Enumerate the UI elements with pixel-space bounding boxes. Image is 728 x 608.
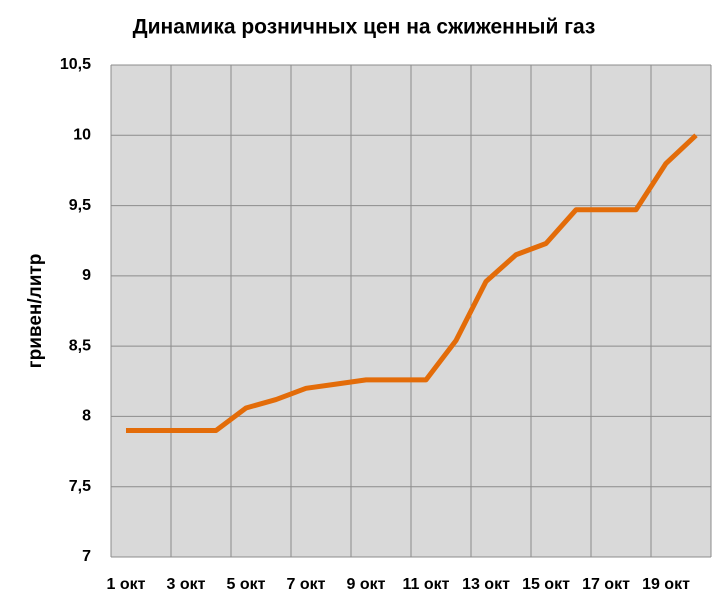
y-tick-label: 7,5 xyxy=(69,478,91,495)
y-tick-label: 8,5 xyxy=(69,337,91,354)
data-line xyxy=(126,133,698,433)
y-tick-label: 9,5 xyxy=(69,197,91,214)
x-tick-label: 13 окт xyxy=(462,576,510,593)
y-tick-label: 10,5 xyxy=(60,56,91,73)
x-tick-label: 9 окт xyxy=(347,576,386,593)
x-tick-label: 17 окт xyxy=(582,576,630,593)
chart-title: Динамика розничных цен на сжиженный газ xyxy=(133,16,596,39)
x-tick-label: 5 окт xyxy=(227,576,266,593)
y-axis-label: гривен/литр xyxy=(25,254,46,369)
x-tick-label: 19 окт xyxy=(642,576,690,593)
x-tick-label: 3 окт xyxy=(167,576,206,593)
x-tick-label: 11 окт xyxy=(403,576,450,593)
y-tick-label: 10 xyxy=(73,127,91,144)
x-tick-label: 1 окт xyxy=(107,576,146,593)
x-tick-label: 15 окт xyxy=(522,576,570,593)
x-tick-label: 7 окт xyxy=(287,576,326,593)
y-tick-label: 7 xyxy=(82,548,91,565)
y-tick-label: 8 xyxy=(82,408,91,425)
y-tick-label: 9 xyxy=(82,267,91,284)
